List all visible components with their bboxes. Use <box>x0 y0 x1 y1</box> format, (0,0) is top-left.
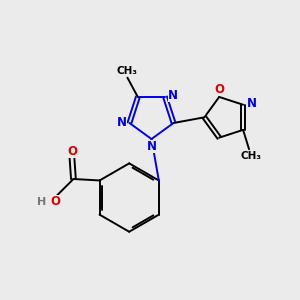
Text: N: N <box>146 140 157 153</box>
Text: CH₃: CH₃ <box>117 66 138 76</box>
Text: N: N <box>246 97 256 110</box>
Text: N: N <box>167 89 178 102</box>
Text: H: H <box>37 197 46 207</box>
Text: CH₃: CH₃ <box>240 151 261 161</box>
Text: O: O <box>51 195 61 208</box>
Text: O: O <box>214 83 224 96</box>
Text: N: N <box>117 116 127 130</box>
Text: O: O <box>67 145 77 158</box>
